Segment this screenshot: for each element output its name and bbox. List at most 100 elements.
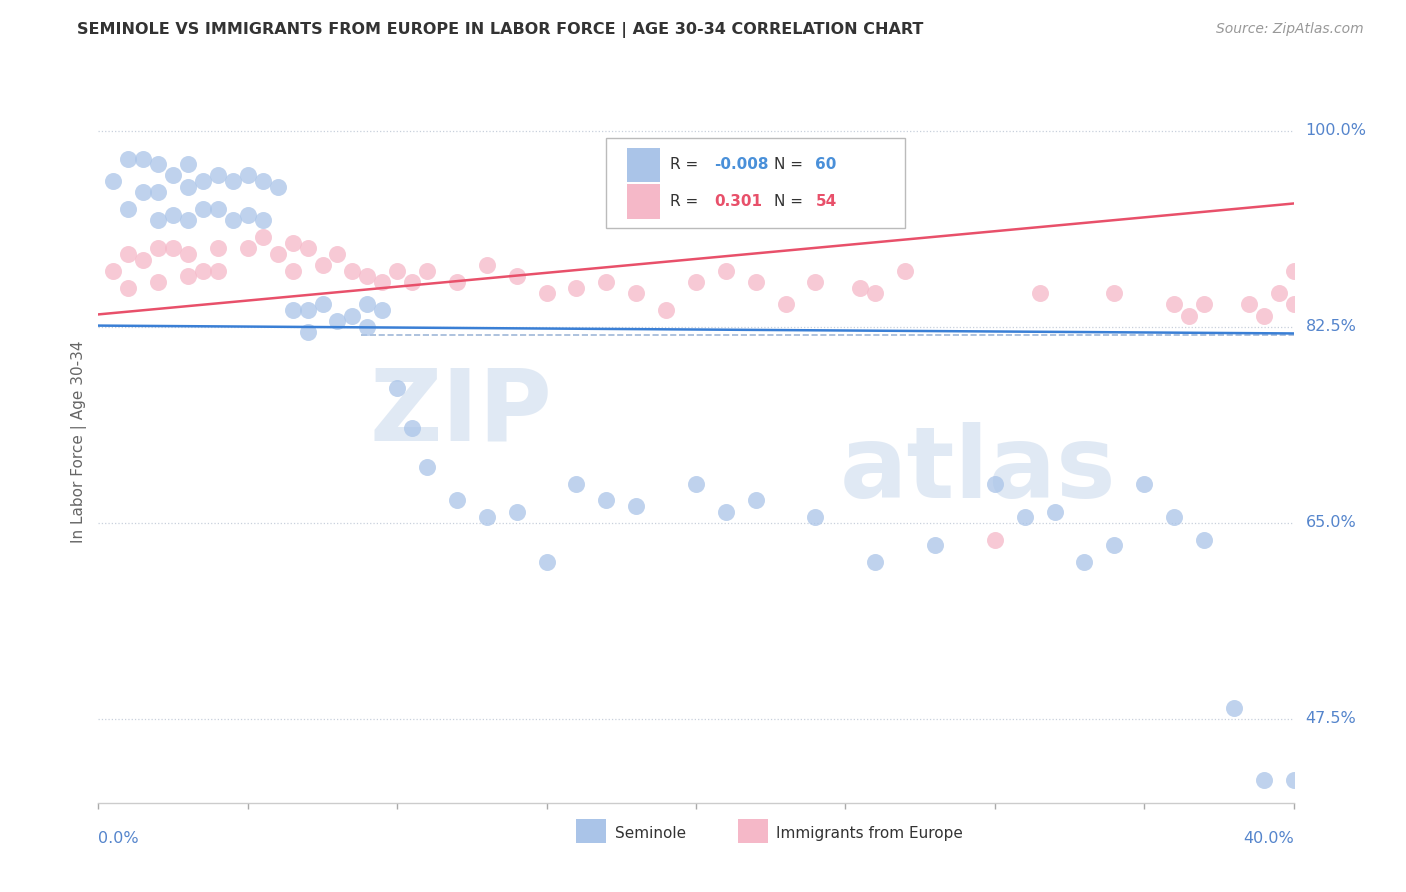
Text: SEMINOLE VS IMMIGRANTS FROM EUROPE IN LABOR FORCE | AGE 30-34 CORRELATION CHART: SEMINOLE VS IMMIGRANTS FROM EUROPE IN LA… <box>77 22 924 38</box>
Point <box>536 555 558 569</box>
Point <box>1253 773 1275 788</box>
Text: 54: 54 <box>815 194 837 209</box>
Point <box>356 269 378 284</box>
Text: N =: N = <box>773 194 807 209</box>
Point <box>222 174 245 188</box>
Point <box>385 381 409 395</box>
Text: -0.008: -0.008 <box>714 158 769 172</box>
Point <box>416 263 439 277</box>
Point <box>207 169 229 183</box>
FancyBboxPatch shape <box>627 184 661 219</box>
Point <box>745 493 768 508</box>
Point <box>1028 286 1050 301</box>
Point <box>1253 309 1275 323</box>
Point <box>148 186 170 200</box>
Point <box>745 275 768 289</box>
Point <box>1163 510 1185 524</box>
Point <box>446 275 468 289</box>
Point <box>401 420 423 434</box>
FancyBboxPatch shape <box>576 820 606 843</box>
Point <box>267 179 290 194</box>
Text: 82.5%: 82.5% <box>1306 319 1357 334</box>
Point <box>252 213 274 227</box>
Point <box>371 275 394 289</box>
Point <box>162 208 184 222</box>
Point <box>1192 297 1215 311</box>
Point <box>207 202 229 216</box>
Point <box>236 241 259 255</box>
Point <box>1133 476 1156 491</box>
Point <box>177 179 200 194</box>
Point <box>177 247 200 261</box>
Point <box>148 275 170 289</box>
Text: R =: R = <box>669 194 703 209</box>
Point <box>297 241 319 255</box>
Point <box>311 297 333 311</box>
Point <box>865 286 887 301</box>
Point <box>207 263 229 277</box>
Point <box>775 297 797 311</box>
Y-axis label: In Labor Force | Age 30-34: In Labor Force | Age 30-34 <box>72 340 87 543</box>
Point <box>714 504 737 518</box>
Text: 0.301: 0.301 <box>714 194 762 209</box>
Point <box>385 263 409 277</box>
Point <box>685 275 707 289</box>
Point <box>849 280 872 294</box>
Point <box>475 258 498 272</box>
Point <box>1267 286 1289 301</box>
Point <box>894 263 917 277</box>
Point <box>177 157 200 171</box>
Point <box>326 247 349 261</box>
Point <box>148 241 170 255</box>
Text: 47.5%: 47.5% <box>1306 711 1357 726</box>
Point <box>117 247 139 261</box>
Point <box>685 476 707 491</box>
Point <box>1298 174 1320 188</box>
Point <box>626 286 648 301</box>
Point <box>506 269 529 284</box>
Point <box>252 230 274 244</box>
Point <box>132 152 155 166</box>
Point <box>1163 297 1185 311</box>
Point <box>371 302 394 317</box>
Point <box>1043 504 1066 518</box>
Point <box>207 241 229 255</box>
Point <box>984 533 1007 547</box>
FancyBboxPatch shape <box>606 138 905 228</box>
Point <box>356 297 378 311</box>
Point <box>103 174 125 188</box>
Point <box>342 263 364 277</box>
Point <box>1178 309 1201 323</box>
Text: atlas: atlas <box>839 422 1116 519</box>
Point <box>191 174 214 188</box>
Point <box>326 314 349 328</box>
Point <box>177 269 200 284</box>
Point <box>1104 286 1126 301</box>
Point <box>506 504 529 518</box>
Text: 60: 60 <box>815 158 837 172</box>
Text: Immigrants from Europe: Immigrants from Europe <box>776 826 963 840</box>
Text: ZIP: ZIP <box>370 364 553 461</box>
Text: R =: R = <box>669 158 703 172</box>
Point <box>132 252 155 267</box>
Point <box>416 459 439 474</box>
Text: N =: N = <box>773 158 807 172</box>
Point <box>865 555 887 569</box>
Point <box>655 302 678 317</box>
Point <box>297 326 319 340</box>
Text: Seminole: Seminole <box>614 826 686 840</box>
Point <box>1104 538 1126 552</box>
Text: 40.0%: 40.0% <box>1243 830 1294 846</box>
Point <box>536 286 558 301</box>
Point <box>1282 773 1305 788</box>
Point <box>342 309 364 323</box>
Point <box>984 476 1007 491</box>
Point <box>252 174 274 188</box>
Point <box>1014 510 1036 524</box>
Point <box>1282 263 1305 277</box>
Point <box>281 235 304 250</box>
FancyBboxPatch shape <box>627 147 661 182</box>
Point <box>924 538 946 552</box>
Text: 100.0%: 100.0% <box>1306 123 1367 138</box>
Point <box>191 263 214 277</box>
